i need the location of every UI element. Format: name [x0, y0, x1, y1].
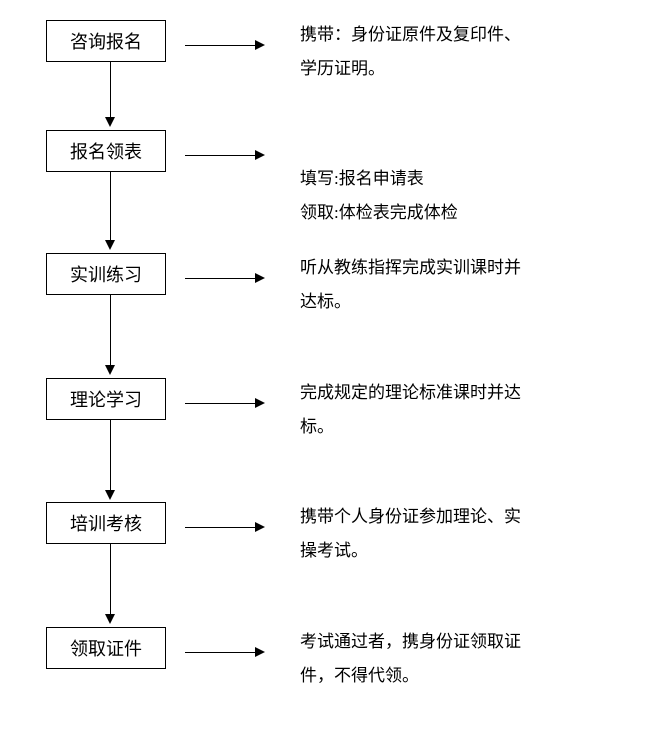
h-arrowhead-1 — [255, 40, 265, 50]
v-arrowhead-2 — [105, 240, 115, 250]
step-label-5: 培训考核 — [70, 510, 142, 536]
step-box-6: 领取证件 — [46, 627, 166, 669]
step-label-3: 实训练习 — [70, 261, 142, 287]
v-arrow-4 — [105, 420, 115, 500]
h-arrowhead-2 — [255, 150, 265, 160]
h-arrow-5 — [185, 522, 265, 532]
step-desc-text-6: 考试通过者，携身份证领取证件，不得代领。 — [300, 632, 521, 685]
v-line-5 — [110, 544, 111, 614]
h-arrowhead-5 — [255, 522, 265, 532]
h-line-6 — [185, 652, 255, 653]
h-arrow-3 — [185, 273, 265, 283]
v-arrowhead-1 — [105, 117, 115, 127]
v-arrowhead-3 — [105, 365, 115, 375]
h-line-4 — [185, 403, 255, 404]
h-arrow-1 — [185, 40, 265, 50]
h-line-5 — [185, 527, 255, 528]
step-box-1: 咨询报名 — [46, 20, 166, 62]
step-desc-4: 完成规定的理论标准课时并达标。 — [300, 376, 530, 444]
v-line-4 — [110, 420, 111, 490]
step-desc-text-4: 完成规定的理论标准课时并达标。 — [300, 383, 521, 436]
step-desc-text-2: 填写:报名申请表 领取:体检表完成体检 — [300, 169, 458, 222]
step-desc-text-5: 携带个人身份证参加理论、实操考试。 — [300, 507, 521, 560]
v-arrowhead-4 — [105, 490, 115, 500]
h-arrowhead-4 — [255, 398, 265, 408]
v-arrow-2 — [105, 172, 115, 250]
step-label-1: 咨询报名 — [70, 28, 142, 54]
step-label-2: 报名领表 — [70, 138, 142, 164]
flowchart-container: 咨询报名 携带：身份证原件及复印件、学历证明。 报名领表 填写:报名申请表 领取… — [0, 10, 659, 756]
step-box-3: 实训练习 — [46, 253, 166, 295]
h-arrowhead-3 — [255, 273, 265, 283]
step-label-6: 领取证件 — [70, 635, 142, 661]
step-desc-5: 携带个人身份证参加理论、实操考试。 — [300, 500, 530, 568]
v-line-2 — [110, 172, 111, 240]
h-line-1 — [185, 45, 255, 46]
step-desc-6: 考试通过者，携身份证领取证件，不得代领。 — [300, 625, 530, 693]
step-desc-3: 听从教练指挥完成实训课时并达标。 — [300, 251, 530, 319]
h-line-3 — [185, 278, 255, 279]
v-arrow-1 — [105, 62, 115, 127]
step-desc-text-3: 听从教练指挥完成实训课时并达标。 — [300, 258, 521, 311]
step-label-4: 理论学习 — [70, 386, 142, 412]
h-arrow-2 — [185, 150, 265, 160]
v-arrow-5 — [105, 544, 115, 624]
step-desc-2: 填写:报名申请表 领取:体检表完成体检 — [300, 128, 458, 230]
step-box-4: 理论学习 — [46, 378, 166, 420]
step-box-2: 报名领表 — [46, 130, 166, 172]
h-arrow-6 — [185, 647, 265, 657]
h-line-2 — [185, 155, 255, 156]
v-line-3 — [110, 295, 111, 365]
v-arrow-3 — [105, 295, 115, 375]
v-line-1 — [110, 62, 111, 117]
v-arrowhead-5 — [105, 614, 115, 624]
h-arrowhead-6 — [255, 647, 265, 657]
step-desc-text-1: 携带：身份证原件及复印件、学历证明。 — [300, 25, 521, 78]
h-arrow-4 — [185, 398, 265, 408]
step-desc-1: 携带：身份证原件及复印件、学历证明。 — [300, 18, 530, 86]
step-box-5: 培训考核 — [46, 502, 166, 544]
